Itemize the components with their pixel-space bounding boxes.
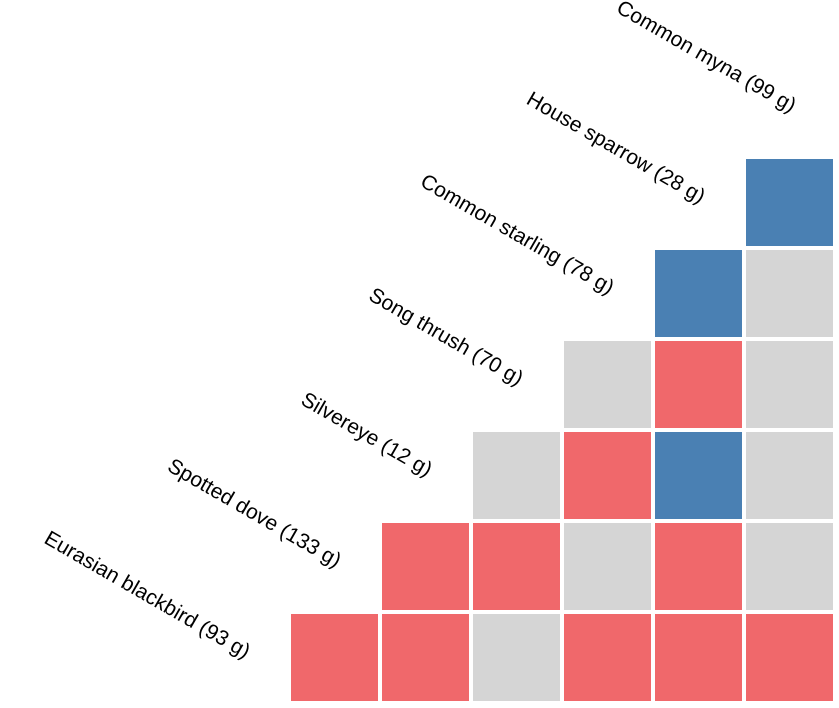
heatmap-cell-r3-c1 (564, 341, 651, 428)
heatmap-cell-r5-c3 (564, 523, 651, 610)
heatmap-cell-r6-c4 (564, 614, 651, 701)
species-label-2: House sparrow (28 g) (523, 87, 709, 208)
species-label-5: Silvereye (12 g) (297, 388, 436, 481)
heatmap-cell-r4-c2 (564, 432, 651, 519)
heatmap-cell-r6-c2 (382, 614, 469, 701)
heatmap-cell-r4-c4 (746, 432, 833, 519)
heatmap-cell-r3-c2 (655, 341, 742, 428)
heatmap-cell-r6-c6 (746, 614, 833, 701)
heatmap-cell-r4-c1 (473, 432, 560, 519)
species-label-4: Song thrush (70 g) (365, 283, 527, 390)
heatmap-cell-r5-c5 (746, 523, 833, 610)
heatmap-cell-r6-c5 (655, 614, 742, 701)
heatmap-cell-r5-c1 (382, 523, 469, 610)
cells-layer (291, 159, 833, 701)
heatmap-cell-r2-c2 (746, 250, 833, 337)
heatmap-cell-r5-c4 (655, 523, 742, 610)
species-label-1: Common myna (99 g) (613, 0, 800, 117)
species-label-6: Spotted dove (133 g) (164, 454, 345, 572)
species-label-7: Eurasian blackbird (93 g) (40, 527, 254, 664)
heatmap-cell-r6-c1 (291, 614, 378, 701)
heatmap-cell-r6-c3 (473, 614, 560, 701)
species-label-3: Common starling (78 g) (416, 170, 618, 300)
heatmap-cell-r5-c2 (473, 523, 560, 610)
heatmap-cell-r1-c1 (746, 159, 833, 246)
heatmap-cell-r4-c3 (655, 432, 742, 519)
heatmap-cell-r2-c1 (655, 250, 742, 337)
heatmap-cell-r3-c3 (746, 341, 833, 428)
